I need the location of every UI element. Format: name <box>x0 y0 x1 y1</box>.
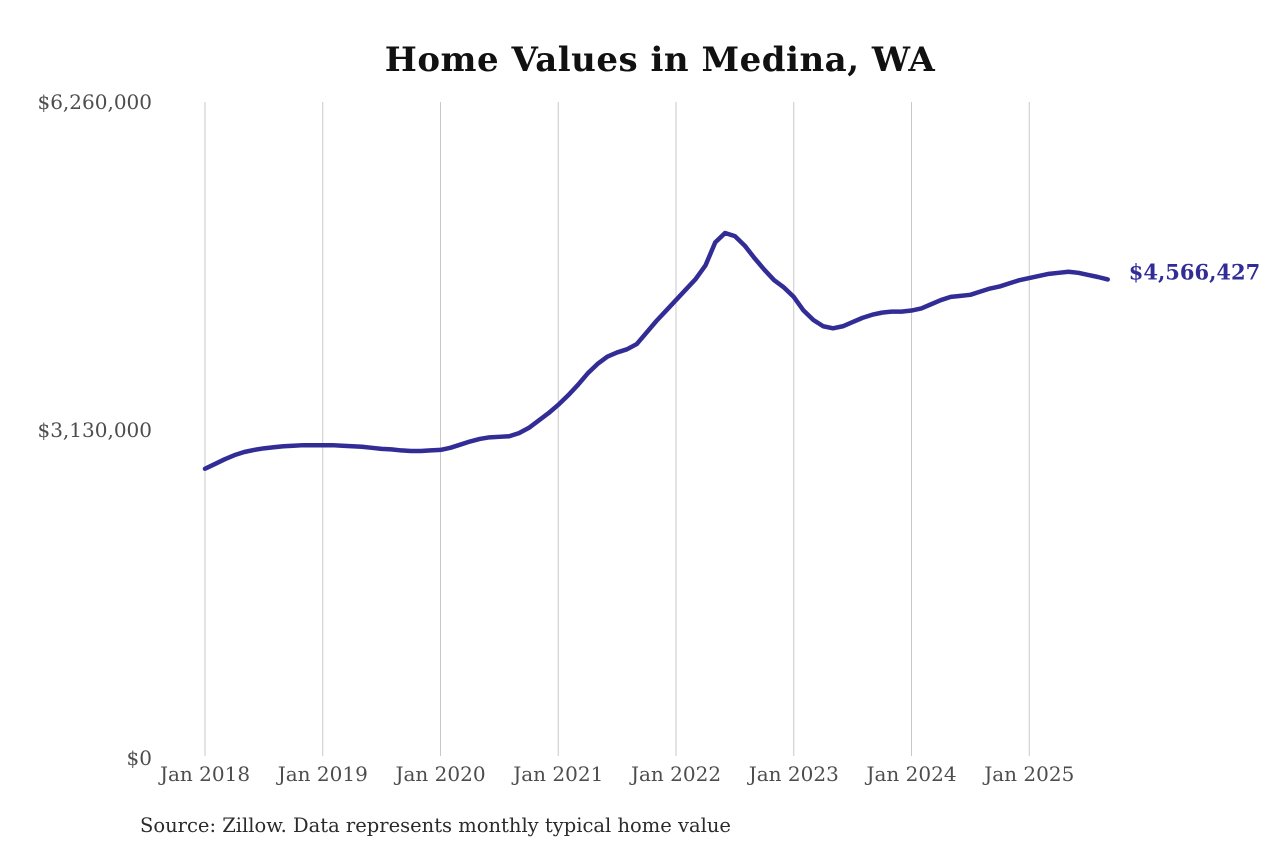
x-tick-label: Jan 2024 <box>866 762 957 786</box>
x-tick-label: Jan 2020 <box>395 762 486 786</box>
x-tick-label: Jan 2021 <box>513 762 604 786</box>
x-tick-label: Jan 2023 <box>748 762 839 786</box>
y-tick-label: $6,260,000 <box>37 90 152 114</box>
latest-value-label: $4,566,427 <box>1128 259 1261 285</box>
x-tick-label: Jan 2022 <box>630 762 722 786</box>
y-axis: $0 $3,130,000 $6,260,000 <box>0 0 152 853</box>
chart-title: Home Values in Medina, WA <box>384 40 936 80</box>
y-tick-label: $3,130,000 <box>37 418 152 442</box>
home-value-line <box>202 230 1110 472</box>
source-note: Source: Zillow. Data represents monthly … <box>140 814 731 837</box>
x-tick-label: Jan 2025 <box>984 762 1075 786</box>
x-tick-label: Jan 2018 <box>159 762 251 786</box>
x-tick-label: Jan 2019 <box>277 762 368 786</box>
x-axis: Jan 2018 Jan 2019 Jan 2020 Jan 2021 Jan 2022… <box>0 762 1280 792</box>
y-tick-label: $0 <box>126 746 152 770</box>
